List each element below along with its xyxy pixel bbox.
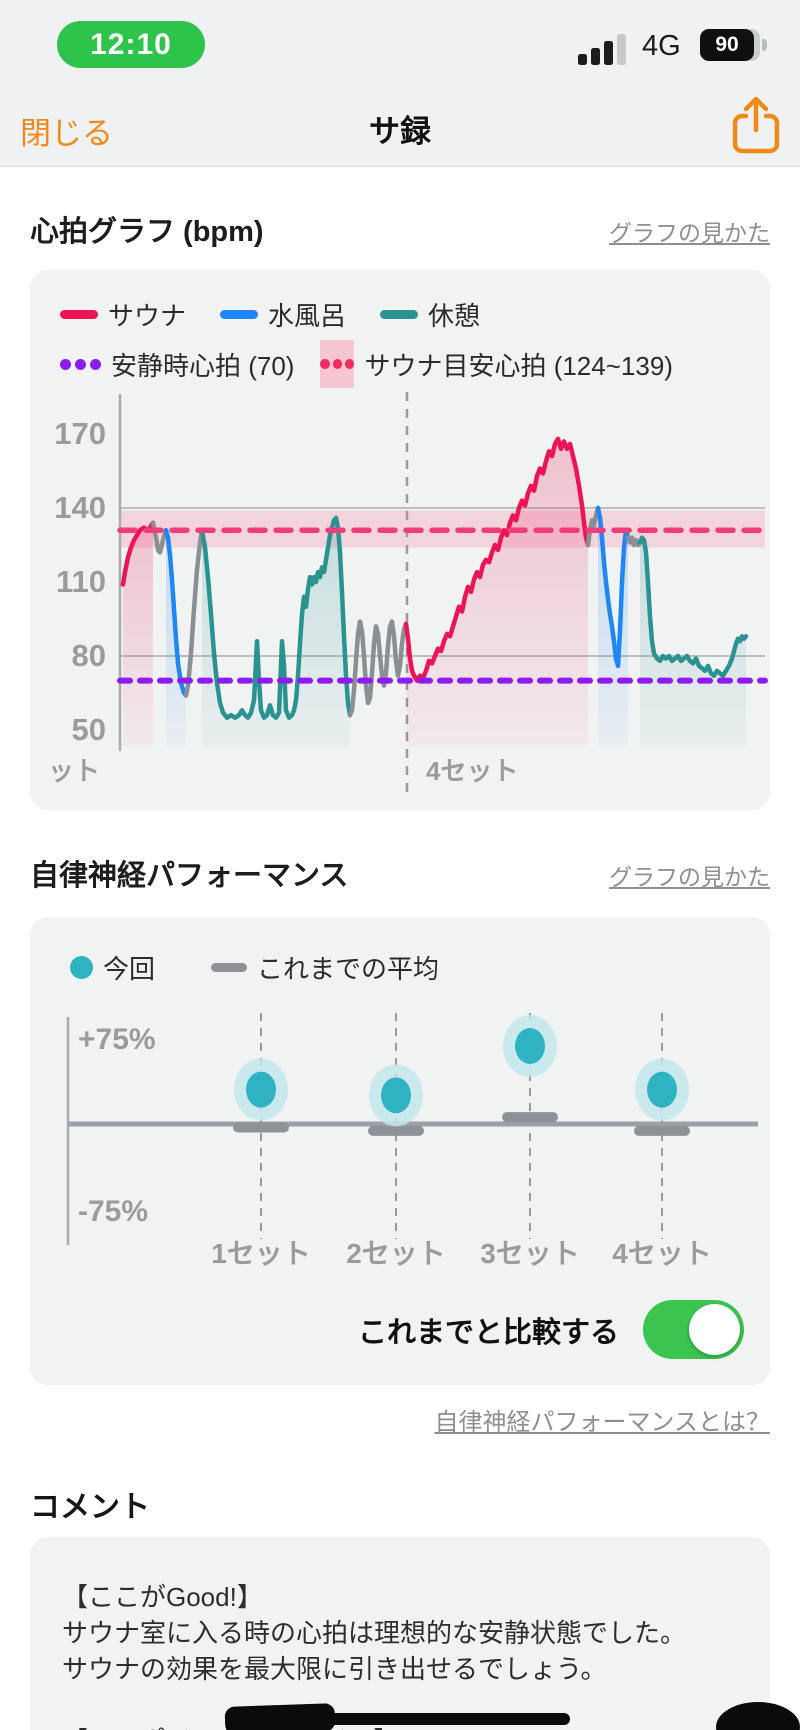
legend-now: 今回 <box>70 949 155 986</box>
hr-section-title: 心拍グラフ (bpm) <box>30 216 264 248</box>
svg-text:50: 50 <box>72 712 106 747</box>
svg-text:80: 80 <box>72 638 106 673</box>
ans-section-title: 自律神経パフォーマンス <box>30 860 349 892</box>
hr-legend-row-2: 安静時心拍 (70) サウナ目安心拍 (124~139) <box>60 340 673 388</box>
svg-text:1セット: 1セット <box>211 1238 311 1269</box>
water-line-swatch <box>220 310 259 319</box>
hr-graph-help-link[interactable]: グラフの見かた <box>609 220 770 246</box>
rest-line-swatch <box>380 310 419 319</box>
legend-target-hr: サウナ目安心拍 (124~139) <box>320 340 673 388</box>
svg-text:4セット: 4セット <box>426 756 518 786</box>
comment-line: サウナ室に入る時の心拍は理想的な安静状態でした。 <box>62 1618 687 1648</box>
battery-icon: 90 <box>700 29 767 61</box>
comment-card: 【ここがGood!】 サウナ室に入る時の心拍は理想的な安静状態でした。 サウナの… <box>30 1537 770 1730</box>
nav-bar: 閉じる サ録 <box>0 96 800 166</box>
comment-body: 【ここがGood!】 サウナ室に入る時の心拍は理想的な安静状態でした。 サウナの… <box>30 1537 770 1730</box>
legend-resting-hr: 安静時心拍 (70) <box>60 346 294 383</box>
ans-legend: 今回 これまでの平均 <box>70 949 439 986</box>
share-icon[interactable] <box>730 96 782 158</box>
heart-rate-chart: 170 140 110 80 50 ット 4セット <box>48 392 768 794</box>
legend-resting-hr-label: 安静時心拍 (70) <box>111 350 295 381</box>
hr-legend-row-1: サウナ 水風呂 休憩 <box>60 296 480 333</box>
compare-toggle-switch[interactable] <box>643 1300 744 1359</box>
sauna-line-swatch <box>60 310 98 319</box>
svg-text:140: 140 <box>54 490 106 525</box>
avg-dash-swatch <box>211 963 248 972</box>
svg-text:170: 170 <box>54 416 106 451</box>
svg-text:+75%: +75% <box>78 1023 156 1056</box>
ans-performance-chart: +75% -75% 1セット 2セット 3セット 4セット <box>66 1013 758 1269</box>
redaction-bar <box>270 1713 570 1725</box>
comment-line: サウナの効果を最大限に引き出せるでしょう。 <box>62 1654 607 1684</box>
target-hr-band-swatch <box>320 340 355 388</box>
legend-rest: 休憩 <box>380 296 480 333</box>
battery-empty-part <box>750 29 760 61</box>
compare-toggle-row: これまでと比較する <box>358 1300 744 1359</box>
legend-average-label: これまでの平均 <box>257 954 440 984</box>
svg-text:110: 110 <box>56 564 106 599</box>
legend-sauna-label: サウナ <box>108 301 187 331</box>
top-bar: 12:10 4G 90 閉じる サ録 <box>0 0 800 167</box>
resting-hr-dots-swatch <box>60 358 101 370</box>
ans-about-link[interactable]: 自律神経パフォーマンスとは？ <box>434 1409 770 1436</box>
legend-now-label: 今回 <box>103 954 156 984</box>
toggle-knob <box>689 1304 740 1355</box>
svg-text:-75%: -75% <box>78 1195 148 1228</box>
compare-toggle-label: これまでと比較する <box>357 1316 619 1349</box>
legend-target-hr-label: サウナ目安心拍 (124~139) <box>364 350 673 381</box>
ans-chart-card: 今回 これまでの平均 +75% -75% 1セット 2セット 3セット 4セット これまで… <box>30 917 770 1385</box>
page-title: サ録 <box>369 114 431 149</box>
svg-text:4セット: 4セット <box>612 1238 712 1269</box>
legend-average: これまでの平均 <box>211 949 439 986</box>
status-time-pill[interactable]: 12:10 <box>57 21 205 68</box>
battery-percent: 90 <box>715 33 739 56</box>
close-button[interactable]: 閉じる <box>20 116 113 151</box>
hr-chart-card: サウナ 水風呂 休憩 安静時心拍 (70) <box>30 270 770 810</box>
battery-nub <box>762 39 767 51</box>
legend-water-label: 水風呂 <box>268 301 347 331</box>
legend-water: 水風呂 <box>220 296 346 333</box>
ans-section-header: 自律神経パフォーマンス グラフの見かた <box>30 852 770 894</box>
network-type: 4G <box>642 30 681 62</box>
hr-section-header: 心拍グラフ (bpm) グラフの見かた <box>30 208 770 250</box>
svg-text:ット: ット <box>48 756 100 786</box>
signal-strength-icon <box>578 34 626 65</box>
status-time: 12:10 <box>90 27 172 61</box>
legend-sauna: サウナ <box>60 296 186 333</box>
now-dot-swatch <box>70 956 93 979</box>
ans-graph-help-link[interactable]: グラフの見かた <box>609 864 770 890</box>
svg-text:2セット: 2セット <box>346 1238 446 1269</box>
legend-rest-label: 休憩 <box>428 301 481 331</box>
comment-line: 【ここがGood!】 <box>62 1582 263 1612</box>
comment-section-title: コメント <box>30 1491 150 1524</box>
svg-text:3セット: 3セット <box>480 1238 580 1269</box>
